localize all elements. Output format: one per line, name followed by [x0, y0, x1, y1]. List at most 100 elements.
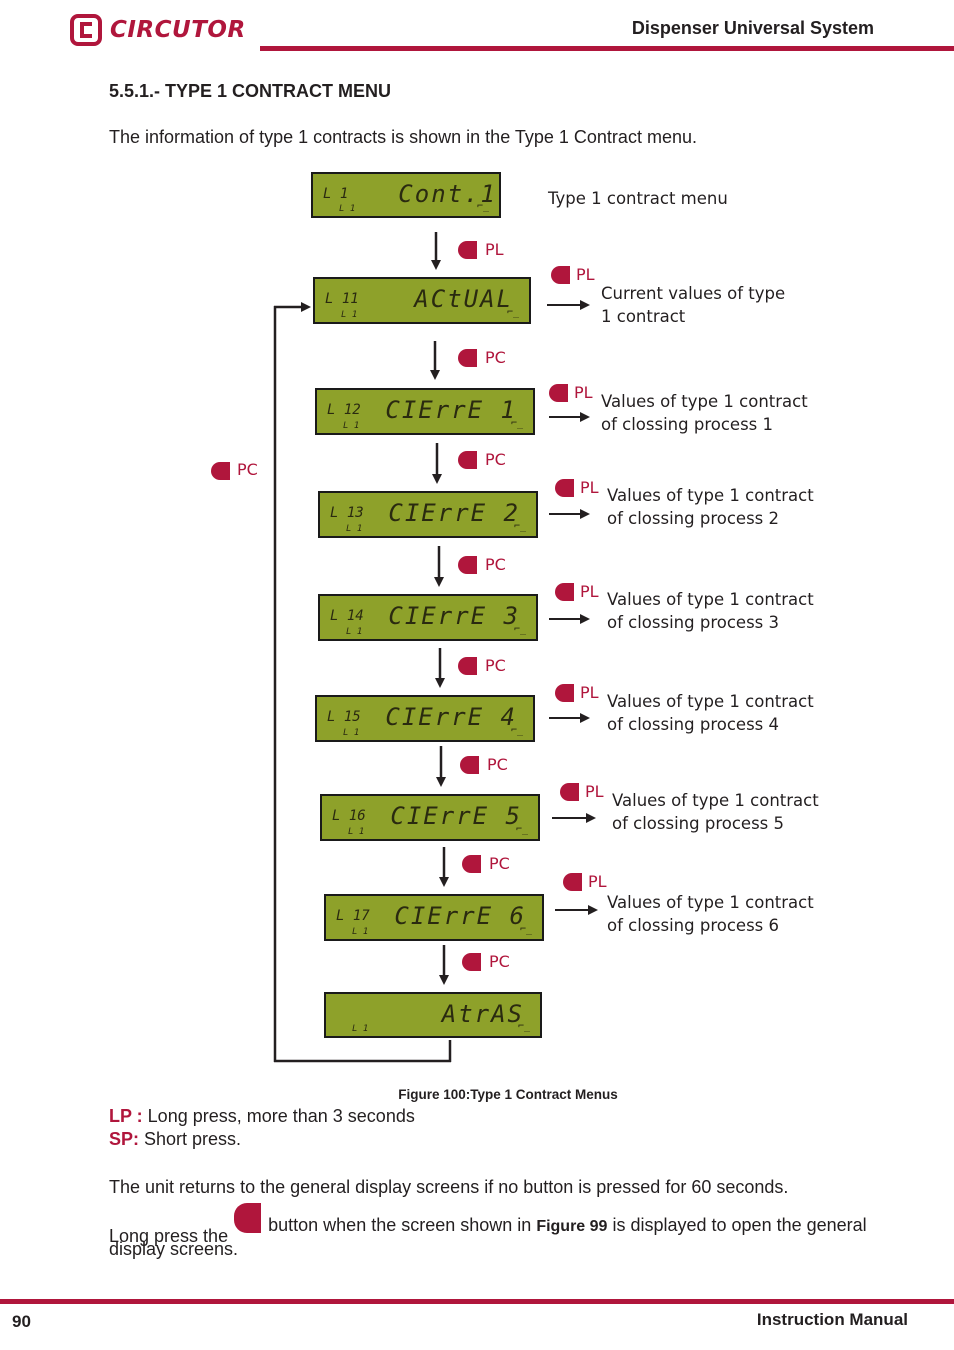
- lcd-code: L 12: [327, 402, 361, 418]
- side-arrowhead: [580, 713, 590, 723]
- down-button-icon: [462, 953, 481, 971]
- side-arrowhead: [580, 614, 590, 624]
- lcd-symbol: ⌐_: [513, 521, 526, 532]
- lcd-symbol: ⌐_: [476, 201, 489, 212]
- lcd-screen: AtrAS L 1 ⌐_: [324, 992, 542, 1038]
- legend-lp-text: Long press, more than 3 seconds: [142, 1106, 415, 1126]
- down-button-icon: [458, 349, 477, 367]
- description-line-2: of clossing process 4: [607, 715, 780, 734]
- loop-button-icon: [211, 462, 230, 480]
- description-line-1: Current values of type: [601, 284, 786, 303]
- description-line-2: of clossing process 1: [601, 415, 774, 434]
- down-button-label: PC: [485, 348, 506, 367]
- lcd-code: L 15: [327, 709, 361, 725]
- lcd-symbol: ⌐_: [510, 725, 523, 736]
- screen-description: Values of type 1 contract of clossing pro…: [601, 390, 808, 436]
- lcd-screen: L 15 CIErrE 4 L 1 ⌐_: [315, 695, 535, 742]
- side-button-label: PL: [574, 383, 593, 402]
- lcd-sub-label: L 1: [343, 728, 360, 738]
- lcd-sub-label: L 1: [339, 204, 356, 214]
- legend-lp: LP : Long press, more than 3 seconds: [109, 1106, 415, 1127]
- description-line-1: Type 1 contract menu: [548, 189, 728, 208]
- side-arrowhead: [586, 813, 596, 823]
- lcd-main-text: CIErrE 3: [388, 602, 520, 630]
- lcd-screen: L 12 CIErrE 1 L 1 ⌐_: [315, 388, 535, 435]
- legend-sp-text: Short press.: [139, 1129, 242, 1149]
- logo-text: CIRCUTOR: [110, 17, 246, 43]
- side-button-icon: [563, 873, 582, 891]
- screen-description: Type 1 contract menu: [548, 187, 728, 210]
- lcd-code: L 17: [336, 908, 370, 924]
- legend-lp-key: LP :: [109, 1106, 143, 1126]
- lcd-screen: L 11 ACtUAL L 1 ⌐_: [313, 277, 531, 324]
- lcd-screen: L 1 Cont.1 L 1 ⌐_: [311, 172, 501, 218]
- side-arrowhead: [580, 300, 590, 310]
- lcd-symbol: ⌐_: [510, 418, 523, 429]
- side-button-label: PL: [580, 683, 599, 702]
- description-line-2: of clossing process 5: [612, 814, 785, 833]
- button-icon: [234, 1203, 262, 1233]
- header-title: Dispenser Universal System: [631, 18, 874, 38]
- lcd-main-text: AtrAS: [441, 1000, 524, 1028]
- down-button-icon: [460, 756, 479, 774]
- legend-sp-key: SP:: [109, 1129, 140, 1149]
- description-line-2: 1 contract: [601, 307, 686, 326]
- description-line-2: of clossing process 3: [607, 613, 780, 632]
- para2-post: is displayed to open the general: [612, 1215, 867, 1235]
- lcd-screen: L 17 CIErrE 6 L 1 ⌐_: [324, 894, 544, 941]
- lcd-sub-label: L 1: [343, 421, 360, 431]
- screen-description: Values of type 1 contract of clossing pro…: [612, 789, 819, 835]
- description-line-1: Values of type 1 contract: [612, 791, 819, 810]
- screen-description: Values of type 1 contract of clossing pro…: [607, 690, 814, 736]
- lcd-screen: L 14 CIErrE 3 L 1 ⌐_: [318, 594, 538, 641]
- figure-caption: Figure 100:Type 1 Contract Menus: [398, 1087, 618, 1102]
- lcd-main-text: CIErrE 2: [388, 499, 520, 527]
- lcd-screen: L 16 CIErrE 5 L 1 ⌐_: [320, 794, 540, 841]
- down-button-label: PC: [489, 952, 510, 971]
- lcd-symbol: ⌐_: [513, 624, 526, 635]
- down-button-icon: [458, 657, 477, 675]
- lcd-main-text: CIErrE 4: [385, 703, 517, 731]
- footer-rule: [0, 1299, 954, 1304]
- description-line-1: Values of type 1 contract: [607, 692, 814, 711]
- side-button-icon: [555, 479, 574, 497]
- down-button-label: PC: [485, 656, 506, 675]
- down-arrowhead: [434, 577, 444, 587]
- lcd-sub-label: L 1: [352, 927, 369, 937]
- lcd-symbol: ⌐_: [517, 1021, 530, 1032]
- screen-description: Values of type 1 contract of clossing pro…: [607, 588, 814, 634]
- footer-title: Instruction Manual: [756, 1310, 908, 1329]
- description-line-1: Values of type 1 contract: [607, 590, 814, 609]
- down-button-icon: [462, 855, 481, 873]
- side-button-icon: [549, 384, 568, 402]
- screen-description: Values of type 1 contract of clossing pro…: [607, 891, 814, 937]
- section-title: 5.5.1.- TYPE 1 CONTRACT MENU: [109, 81, 392, 101]
- description-line-1: Values of type 1 contract: [601, 392, 808, 411]
- header-rule: [260, 46, 954, 51]
- down-button-label: PC: [485, 555, 506, 574]
- side-button-icon: [551, 266, 570, 284]
- lcd-main-text: CIErrE 5: [390, 802, 522, 830]
- description-line-1: Values of type 1 contract: [607, 893, 814, 912]
- description-line-1: Values of type 1 contract: [607, 486, 814, 505]
- circutor-logo: CIRCUTOR: [70, 12, 250, 48]
- side-button-label: PL: [588, 872, 607, 891]
- lcd-sub-label: L 1: [346, 627, 363, 637]
- intro-text: The information of type 1 contracts is s…: [109, 127, 697, 147]
- down-arrowhead: [439, 877, 449, 887]
- loop-arrowhead: [301, 302, 311, 312]
- para2-mid: button when the screen shown in: [268, 1215, 532, 1235]
- lcd-screen: L 13 CIErrE 2 L 1 ⌐_: [318, 491, 538, 538]
- lcd-sub-label: L 1: [348, 827, 365, 837]
- lcd-sub-label: L 1: [341, 310, 358, 320]
- figure-reference: Figure 99: [536, 1218, 608, 1235]
- lcd-code: L 13: [330, 505, 364, 521]
- legend-sp: SP: Short press.: [109, 1129, 241, 1150]
- side-arrowhead: [580, 509, 590, 519]
- down-button-icon: [458, 451, 477, 469]
- screen-description: Current values of type 1 contract: [601, 282, 785, 328]
- lcd-code: L 11: [325, 291, 359, 307]
- down-button-label: PC: [485, 450, 506, 469]
- down-button-icon: [458, 241, 477, 259]
